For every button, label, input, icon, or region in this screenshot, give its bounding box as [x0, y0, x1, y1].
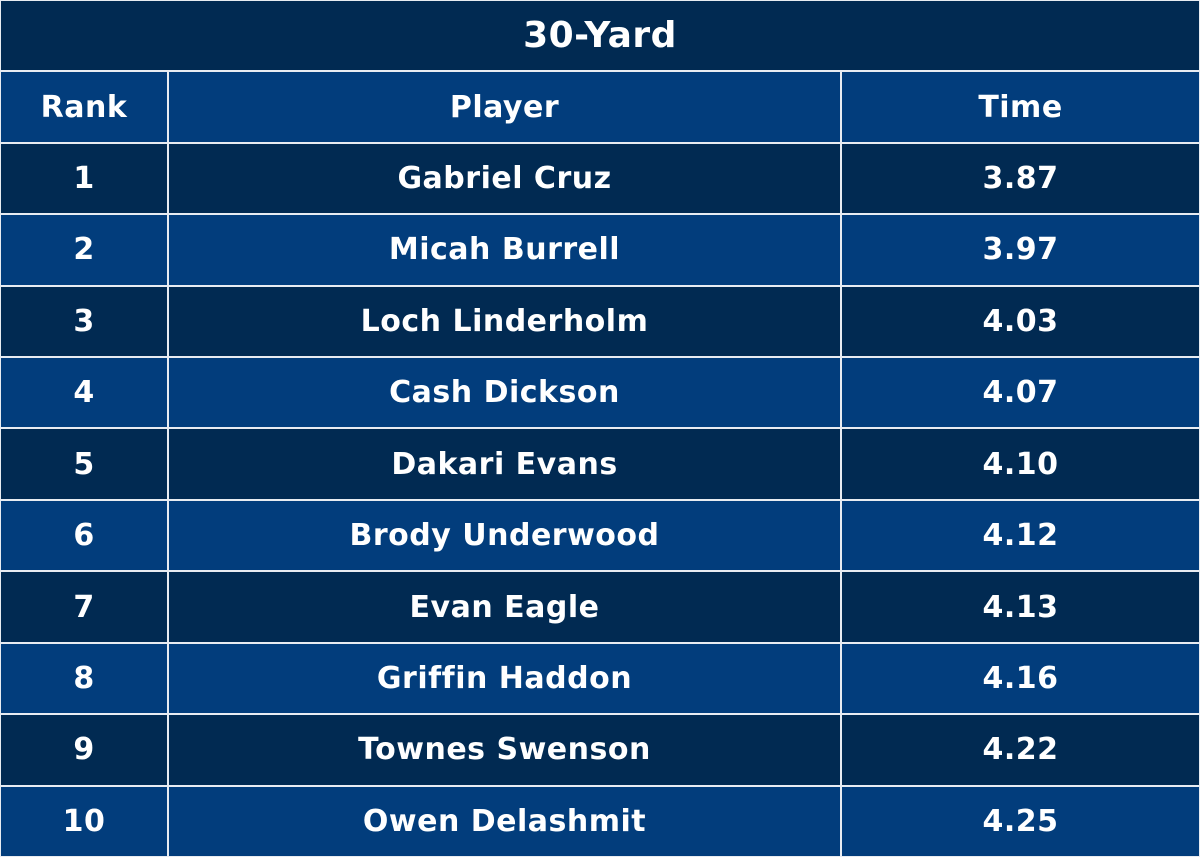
rank-cell: 1 — [1, 143, 167, 214]
time-cell: 4.03 — [842, 286, 1199, 357]
time-cell: 4.16 — [842, 643, 1199, 714]
time-cell: 4.10 — [842, 429, 1199, 499]
time-cell: 4.22 — [842, 715, 1199, 785]
time-cell: 4.07 — [842, 358, 1199, 428]
player-cell: Dakari Evans — [169, 429, 840, 499]
time-cell: 3.97 — [842, 215, 1199, 285]
rank-cell: 9 — [1, 715, 167, 785]
time-cell: 4.25 — [842, 786, 1199, 856]
player-cell: Owen Delashmit — [169, 786, 840, 856]
rank-cell: 8 — [1, 643, 167, 714]
player-cell: Townes Swenson — [169, 715, 840, 785]
rank-cell: 4 — [1, 358, 167, 428]
rank-cell: 5 — [1, 429, 167, 499]
player-cell: Griffin Haddon — [169, 643, 840, 714]
column-header: Time — [842, 72, 1199, 142]
time-cell: 4.12 — [842, 500, 1199, 571]
rank-cell: 7 — [1, 572, 167, 642]
player-cell: Brody Underwood — [169, 500, 840, 571]
table-title: 30-Yard — [1, 1, 1199, 71]
rank-cell: 2 — [1, 215, 167, 285]
player-cell: Micah Burrell — [169, 215, 840, 285]
player-cell: Loch Linderholm — [169, 286, 840, 357]
rank-cell: 6 — [1, 500, 167, 571]
rank-cell: 10 — [1, 786, 167, 856]
player-cell: Evan Eagle — [169, 572, 840, 642]
rank-cell: 3 — [1, 286, 167, 357]
player-cell: Cash Dickson — [169, 358, 840, 428]
time-cell: 4.13 — [842, 572, 1199, 642]
time-cell: 3.87 — [842, 143, 1199, 214]
column-header: Player — [169, 72, 840, 142]
column-header: Rank — [1, 72, 167, 142]
player-cell: Gabriel Cruz — [169, 143, 840, 214]
